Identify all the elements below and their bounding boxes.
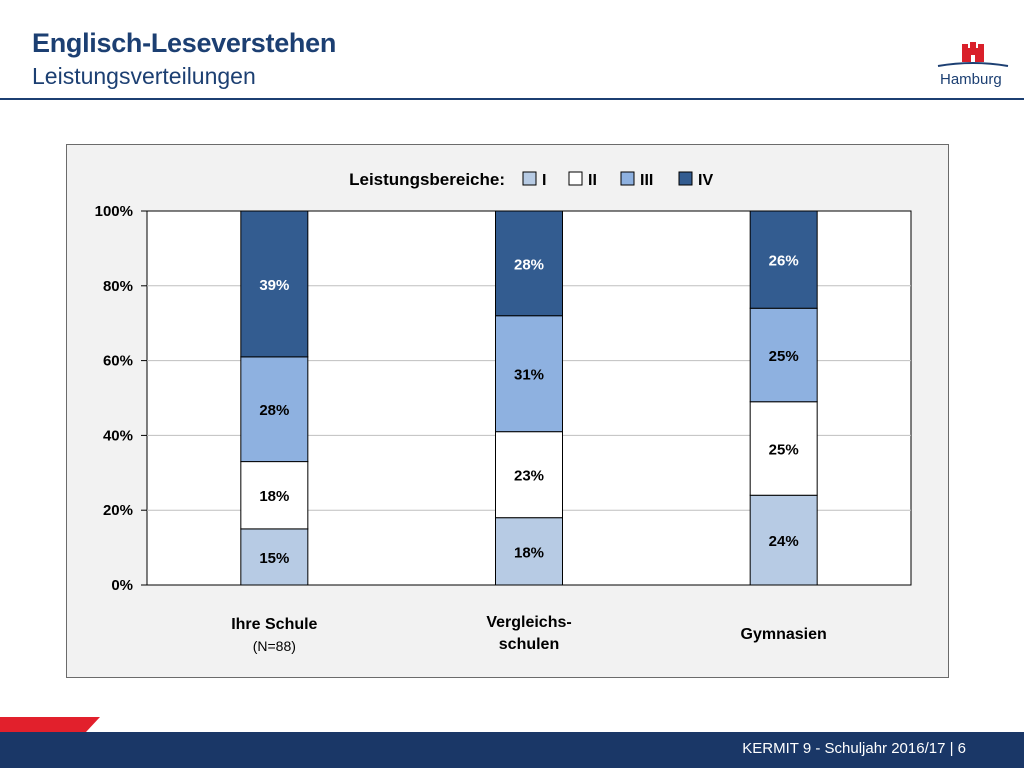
- data-label: 15%: [259, 550, 289, 567]
- data-label: 31%: [514, 367, 544, 384]
- legend-title: Leistungsbereiche:: [349, 170, 505, 189]
- data-label: 28%: [259, 402, 289, 419]
- data-label: 26%: [769, 253, 799, 270]
- legend-swatch-ii: [568, 171, 583, 186]
- legend-label: I: [542, 172, 546, 189]
- legend-swatch-iv: [678, 171, 693, 186]
- footer-bar: [0, 732, 1024, 768]
- bar-segment-ii: [749, 401, 818, 496]
- data-label: 25%: [769, 441, 799, 458]
- data-label: 39%: [259, 277, 289, 294]
- x-category-label: Ihre Schule: [231, 616, 317, 633]
- bar-segment-i: [240, 528, 309, 586]
- slide-title: Englisch-Leseverstehen: [32, 28, 337, 58]
- bar-segment-ii: [495, 431, 563, 519]
- y-tick-label: 20%: [103, 502, 133, 519]
- y-tick-label: 100%: [95, 203, 133, 220]
- bar-segment-i: [495, 517, 563, 586]
- castle-icon: [937, 42, 1009, 67]
- x-category-sublabel: (N=88): [253, 638, 296, 654]
- x-category-label: schulen: [499, 636, 559, 653]
- footer-text: KERMIT 9 - Schuljahr 2016/17 | 6: [742, 740, 966, 757]
- data-label: 18%: [259, 488, 289, 505]
- data-label: 25%: [769, 348, 799, 365]
- x-category-label: Vergleichs-: [486, 614, 571, 631]
- legend-label: IV: [698, 172, 713, 189]
- y-tick-label: 0%: [111, 577, 133, 594]
- legend-label: II: [588, 172, 597, 189]
- data-label: 23%: [514, 468, 544, 485]
- logo-text: Hamburg: [940, 71, 1002, 88]
- chart-frame: 0% 20% 40% 60% 80% 100% 15% 18% 28% 39% Ihre Schul…: [66, 144, 949, 678]
- data-label: 28%: [514, 256, 544, 273]
- x-category-label: Gymnasien: [741, 626, 827, 643]
- data-label: 18%: [514, 544, 544, 561]
- bar-segment-iii: [749, 307, 818, 403]
- hamburg-logo: Hamburg: [928, 40, 1018, 92]
- bar-segment-iv: [240, 210, 309, 358]
- bar-segment-i: [749, 494, 818, 586]
- legend-swatch-i: [522, 171, 537, 186]
- bar-segment-iv: [749, 210, 818, 309]
- bar-segment-iv: [495, 210, 563, 317]
- y-tick-label: 80%: [103, 278, 133, 295]
- header-divider: [0, 98, 1024, 100]
- footer-accent: [0, 717, 100, 732]
- bar-segment-iii: [240, 356, 309, 463]
- data-label: 24%: [769, 533, 799, 550]
- legend-label: III: [640, 172, 653, 189]
- slide-subtitle: Leistungsverteilungen: [32, 63, 256, 89]
- bar-segment-ii: [240, 461, 309, 530]
- stacked-bar-chart: 0% 20% 40% 60% 80% 100% 15% 18% 28% 39% Ihre Schul…: [95, 170, 912, 654]
- y-tick-label: 40%: [103, 427, 133, 444]
- y-tick-label: 60%: [103, 353, 133, 370]
- legend-swatch-iii: [620, 171, 635, 186]
